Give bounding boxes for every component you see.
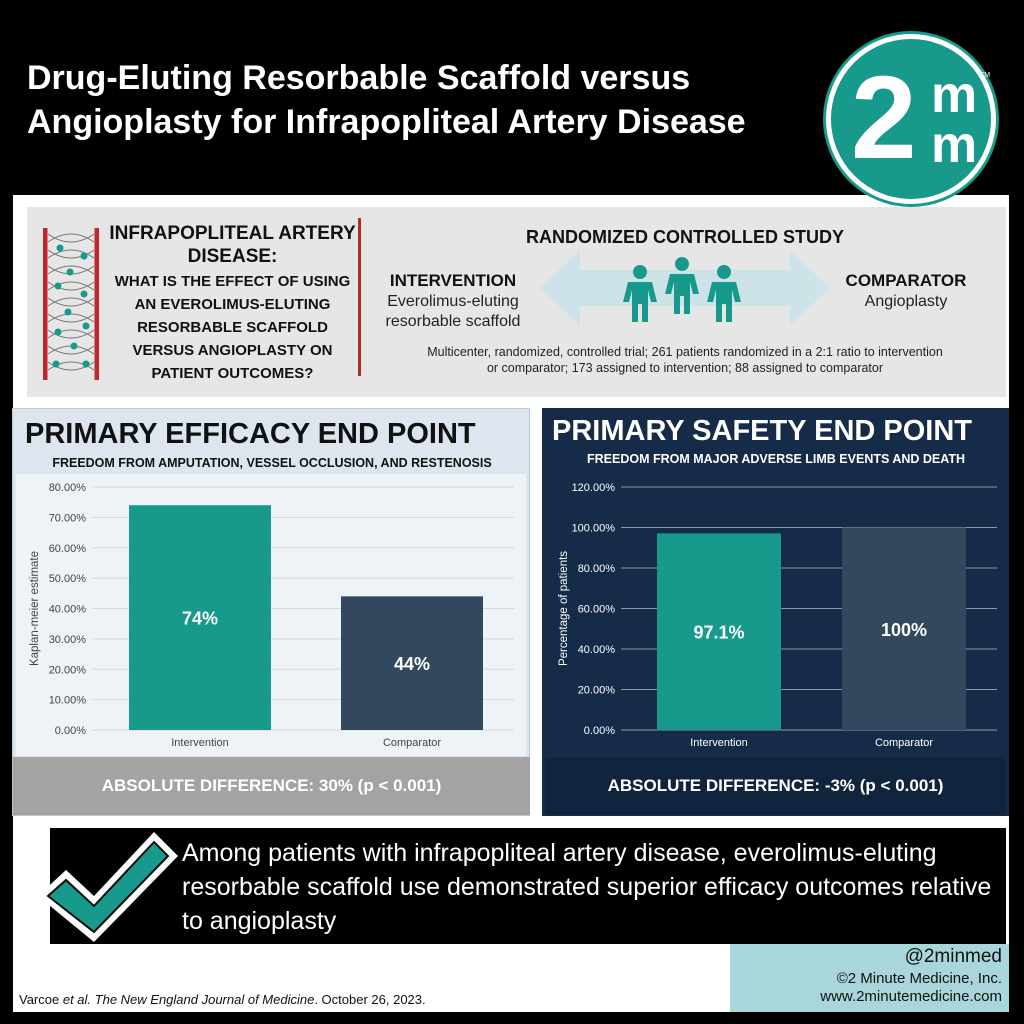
logo-trademark: TM <box>980 72 991 79</box>
safety-y-tick-label: 100.00% <box>572 523 616 535</box>
footer-brand-box <box>730 944 1009 1012</box>
comparator-label: COMPARATOR Angioplasty <box>836 270 976 312</box>
brand-logo: 2 m m <box>826 34 996 204</box>
efficacy-x-tick-label: Intervention <box>171 737 228 749</box>
safety-chart: 0.00% 20.00% 40.00% 60.00% 80.00% 100.00% 120.… <box>545 474 1006 756</box>
safety-bar-comparator <box>842 527 966 730</box>
page-title: Drug-Eluting Resorbable Scaffold versus … <box>27 59 746 141</box>
safety-y-tick-label: 0.00% <box>584 725 615 737</box>
efficacy-data-label: 74% <box>182 609 218 629</box>
efficacy-y-axis-label: Kaplan-meier estimate <box>29 551 41 666</box>
stent-icon <box>43 228 99 380</box>
logo-letter-top: m <box>931 66 978 124</box>
comparator-heading: COMPARATOR <box>845 271 967 290</box>
citation-etal: et al. <box>62 992 92 1007</box>
efficacy-y-tick-label: 70.00% <box>49 512 87 524</box>
safety-bar-intervention <box>657 533 781 730</box>
efficacy-x-tick-label: Comparator <box>383 737 441 749</box>
efficacy-y-tick-label: 20.00% <box>49 664 87 676</box>
safety-y-tick-label: 120.00% <box>572 482 616 494</box>
efficacy-y-tick-label: 10.00% <box>49 695 87 707</box>
safety-x-tick-label: Intervention <box>690 737 747 749</box>
efficacy-title: PRIMARY EFFICACY END POINT <box>25 418 476 450</box>
efficacy-data-label: 44% <box>394 654 430 674</box>
citation: Varcoe et al. The New England Journal of… <box>19 992 619 1007</box>
efficacy-chart: 0.00% 10.00% 20.00% 30.00% 40.00% 50.00% 60.00… <box>16 474 526 756</box>
safety-y-tick-label: 60.00% <box>578 604 616 616</box>
safety-chart-svg: 0.00% 20.00% 40.00% 60.00% 80.00% 100.00% 120.… <box>558 482 997 749</box>
research-question: INFRAPOPLITEAL ARTERY DISEASE: WHAT IS T… <box>105 222 360 385</box>
patients-icon <box>623 257 741 322</box>
efficacy-y-tick-label: 30.00% <box>49 634 87 646</box>
safety-difference: ABSOLUTE DIFFERENCE: -3% (p < 0.001) <box>545 757 1006 815</box>
website-link[interactable]: www.2minutemedicine.com <box>820 988 1002 1005</box>
efficacy-y-tick-label: 80.00% <box>49 482 87 494</box>
intervention-label: INTERVENTION Everolimus-eluting resorbab… <box>378 270 528 332</box>
efficacy-subtitle: FREEDOM FROM AMPUTATION, VESSEL OCCLUSIO… <box>52 456 492 470</box>
efficacy-y-tick-label: 50.00% <box>49 573 87 585</box>
safety-y-tick-label: 80.00% <box>578 563 616 575</box>
intervention-heading: INTERVENTION <box>389 271 517 290</box>
safety-y-tick-label: 40.00% <box>578 644 616 656</box>
efficacy-chart-svg: 0.00% 10.00% 20.00% 30.00% 40.00% 50.00% 60.00… <box>29 482 514 749</box>
citation-date: . October 26, 2023. <box>314 992 426 1007</box>
efficacy-bar-intervention <box>129 505 271 730</box>
safety-subtitle: FREEDOM FROM MAJOR ADVERSE LIMB EVENTS A… <box>586 452 966 466</box>
copyright-text: ©2 Minute Medicine, Inc. <box>836 970 1002 987</box>
conclusion-bar <box>50 828 1006 944</box>
panel-divider <box>358 218 361 376</box>
logo-digit: 2 <box>851 52 917 184</box>
study-panel <box>27 207 1006 397</box>
efficacy-y-tick-label: 60.00% <box>49 543 87 555</box>
logo-letter-bottom: m <box>931 116 978 174</box>
study-design-title: RANDOMIZED CONTROLLED STUDY <box>526 227 844 247</box>
efficacy-difference: ABSOLUTE DIFFERENCE: 30% (p < 0.001) <box>13 757 530 815</box>
citation-journal: The New England Journal of Medicine <box>91 992 315 1007</box>
conclusion-text: Among patients with infrapopliteal arter… <box>182 839 992 935</box>
safety-y-tick-label: 20.00% <box>578 685 616 697</box>
comparator-description: Angioplasty <box>864 293 948 310</box>
citation-authors: Varcoe <box>19 992 63 1007</box>
safety-x-tick-label: Comparator <box>875 737 933 749</box>
efficacy-y-tick-label: 40.00% <box>49 604 87 616</box>
safety-data-label: 97.1% <box>693 623 744 643</box>
safety-data-label: 100% <box>881 620 927 640</box>
intervention-description: Everolimus-eluting resorbable scaffold <box>385 293 521 330</box>
study-description: Multicenter, randomized, controlled tria… <box>427 345 943 375</box>
question-body: WHAT IS THE EFFECT OF USING AN EVEROLIMU… <box>114 273 351 382</box>
efficacy-y-tick-label: 0.00% <box>55 725 86 737</box>
efficacy-bar-comparator <box>341 596 483 730</box>
footer-copyright-block: ©2 Minute Medicine, Inc. www.2minutemedi… <box>730 970 1002 1006</box>
safety-title: PRIMARY SAFETY END POINT <box>552 415 973 447</box>
safety-y-axis-label: Percentage of patients <box>558 551 570 666</box>
social-handle: @2minmed <box>904 946 1002 967</box>
question-heading: INFRAPOPLITEAL ARTERY DISEASE: <box>109 223 356 267</box>
checkmark-icon <box>38 832 178 942</box>
